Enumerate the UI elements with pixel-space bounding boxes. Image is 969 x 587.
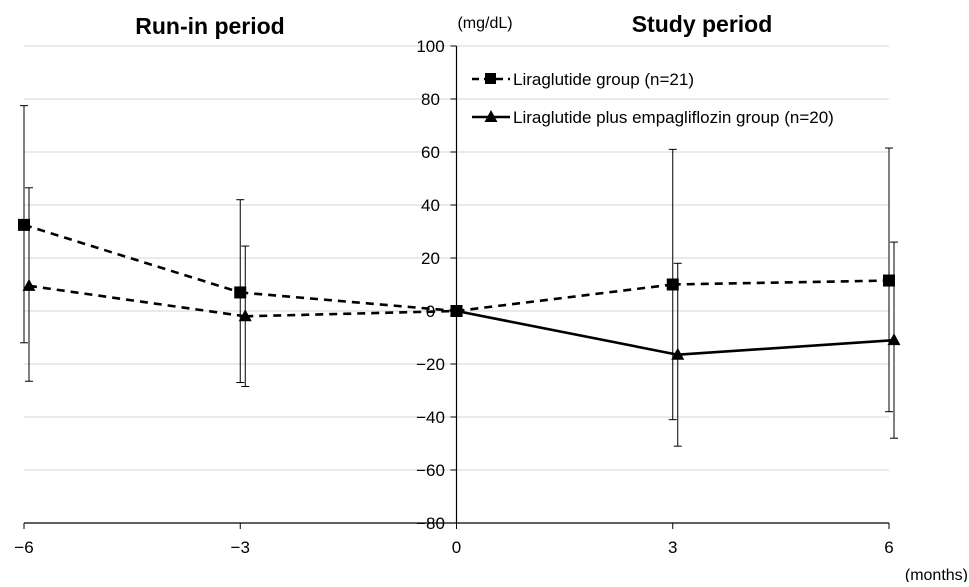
legend-item-liraglutide-empagliflozin: Liraglutide plus empagliflozin group (n=… <box>472 108 834 127</box>
x-axis-unit-label: (months) <box>905 567 968 582</box>
series-line-segment <box>240 291 457 313</box>
triangle-marker <box>671 347 685 360</box>
square-marker <box>666 278 679 291</box>
y-tick-label: 60 <box>421 143 440 162</box>
x-tick-labels: −6 −3 0 3 6 <box>14 523 894 557</box>
y-tick-label: 40 <box>421 196 440 215</box>
x-tick-label: 3 <box>668 538 677 557</box>
series-0 <box>18 105 895 421</box>
run-in-period-label: Run-in period <box>135 13 284 39</box>
x-tick-label: −6 <box>14 538 33 557</box>
y-tick-label: −60 <box>416 461 445 480</box>
study-period-label: Study period <box>632 11 773 37</box>
series <box>18 105 901 447</box>
triangle-marker <box>450 304 463 316</box>
square-marker <box>18 218 30 231</box>
triangle-marker <box>22 278 36 291</box>
square-marker <box>883 274 895 287</box>
y-tick-labels: 100806040200−20−40−60−80 <box>416 37 457 533</box>
series-line-segment <box>672 279 890 286</box>
y-tick-label: 20 <box>421 249 440 268</box>
triangle-marker <box>238 309 252 322</box>
y-tick-label: −40 <box>416 408 445 427</box>
legend-liraglutide-label: Liraglutide group (n=21) <box>513 70 694 89</box>
series-line-segment <box>456 309 679 357</box>
y-tick-label: −80 <box>416 514 445 533</box>
series-line-segment <box>677 338 895 357</box>
legend-liraglutide-square-icon <box>485 73 496 84</box>
series-1 <box>22 187 901 447</box>
square-marker <box>234 286 247 299</box>
y-tick-label: −20 <box>416 355 445 374</box>
legend-combo-label: Liraglutide plus empagliflozin group (n=… <box>513 108 834 127</box>
legend-combo-triangle-icon <box>484 110 498 122</box>
x-tick-label: 0 <box>452 538 461 557</box>
legend-item-liraglutide: Liraglutide group (n=21) <box>472 70 694 89</box>
y-axis-unit-label: (mg/dL) <box>457 15 512 32</box>
x-tick-label: −3 <box>231 538 250 557</box>
triangle-marker <box>887 333 901 346</box>
y-tick-label: 80 <box>421 90 440 109</box>
y-tick-label: 100 <box>416 37 444 56</box>
series-line-segment <box>456 283 673 313</box>
series-line-segment <box>245 309 457 318</box>
legend: Liraglutide group (n=21) Liraglutide plu… <box>472 70 834 127</box>
x-tick-label: 6 <box>884 538 893 557</box>
series-line-segment <box>23 223 241 294</box>
series-line-segment <box>28 284 246 318</box>
